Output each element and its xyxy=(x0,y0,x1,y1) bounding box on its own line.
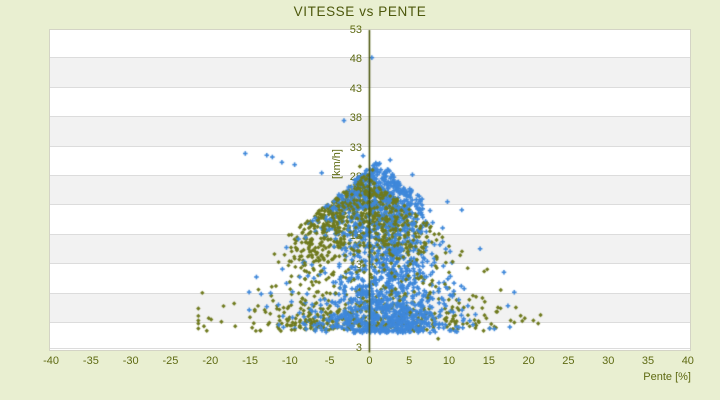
y-tick-label: 18 xyxy=(349,229,362,242)
x-tick-label: -5 xyxy=(324,355,335,367)
plot-band xyxy=(50,176,690,206)
x-tick-label: 35 xyxy=(641,355,655,367)
y-tick-label: 43 xyxy=(349,82,362,95)
plot-band xyxy=(50,87,690,118)
y-tick-label: 13 xyxy=(349,259,362,272)
plot-band xyxy=(50,30,690,59)
y-tick-label: 8 xyxy=(355,288,362,301)
x-tick-label: -35 xyxy=(82,355,99,367)
x-axis-title: Pente [%] xyxy=(643,371,691,383)
chart-title: VITESSE vs PENTE xyxy=(293,4,427,19)
plot-band xyxy=(50,234,690,265)
plot-band xyxy=(50,58,690,88)
plot-band xyxy=(50,264,690,294)
y-tick-label: 28 xyxy=(349,171,362,184)
x-tick-label: 0 xyxy=(366,355,373,367)
x-tick-label: -10 xyxy=(281,355,298,367)
x-tick-label: 15 xyxy=(482,355,495,367)
y-tick-label: 33 xyxy=(349,141,362,154)
x-tick-label: -20 xyxy=(202,355,219,367)
x-tick-label: 30 xyxy=(602,355,615,367)
plot-band xyxy=(50,323,690,350)
x-tick-label: -15 xyxy=(242,355,259,367)
plot-band xyxy=(50,293,690,324)
x-tick-label: 5 xyxy=(406,355,413,367)
plot-band xyxy=(50,146,690,176)
y-tick-label: 53 xyxy=(349,24,362,36)
plot-area xyxy=(49,29,691,351)
x-tick-label: -30 xyxy=(122,355,139,367)
y-tick-label: 48 xyxy=(349,53,362,66)
plot-band xyxy=(50,205,690,235)
y-tick-label: 38 xyxy=(349,112,362,125)
x-tick-label: 25 xyxy=(562,355,575,367)
y-tick-label: 23 xyxy=(349,200,362,213)
x-tick-label: 20 xyxy=(522,355,535,367)
x-tick-label: 10 xyxy=(442,355,456,367)
x-tick-label: -25 xyxy=(162,355,179,367)
y-tick-label: 3 xyxy=(355,341,362,354)
x-tick-label: -40 xyxy=(43,355,60,367)
x-tick-label: 40 xyxy=(681,355,694,367)
plot-band xyxy=(50,117,690,147)
